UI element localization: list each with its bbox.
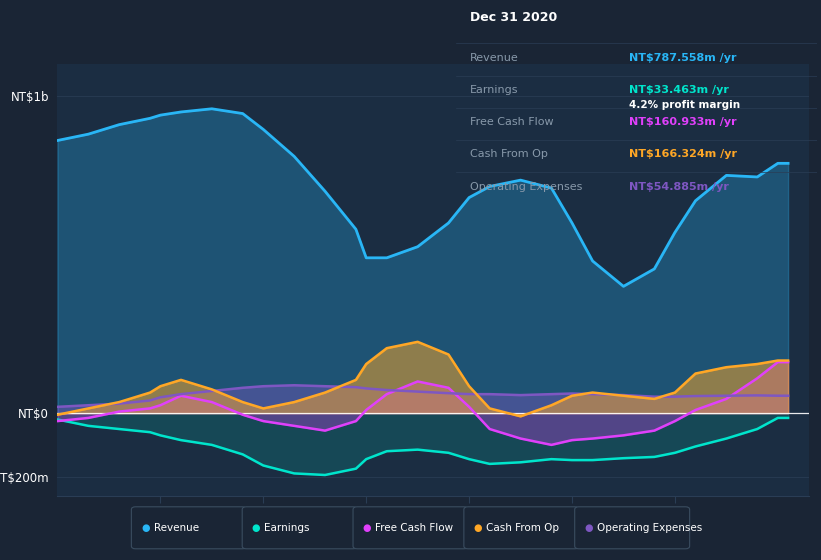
Text: Free Cash Flow: Free Cash Flow — [470, 117, 553, 127]
Text: NT$33.463m /yr: NT$33.463m /yr — [629, 85, 729, 95]
Text: NT$166.324m /yr: NT$166.324m /yr — [629, 150, 737, 160]
Text: Earnings: Earnings — [470, 85, 519, 95]
Text: Operating Expenses: Operating Expenses — [470, 181, 582, 192]
Text: Free Cash Flow: Free Cash Flow — [375, 523, 453, 533]
Text: Operating Expenses: Operating Expenses — [597, 523, 702, 533]
Text: Revenue: Revenue — [154, 523, 199, 533]
Text: ●: ● — [585, 523, 593, 533]
Text: ●: ● — [141, 523, 149, 533]
Text: Cash From Op: Cash From Op — [470, 150, 548, 160]
Text: NT$160.933m /yr: NT$160.933m /yr — [629, 117, 736, 127]
Text: ●: ● — [363, 523, 371, 533]
Text: Revenue: Revenue — [470, 53, 519, 63]
Text: Earnings: Earnings — [264, 523, 310, 533]
Text: ●: ● — [474, 523, 482, 533]
Text: 4.2% profit margin: 4.2% profit margin — [629, 100, 741, 110]
Text: Cash From Op: Cash From Op — [486, 523, 559, 533]
Text: Dec 31 2020: Dec 31 2020 — [470, 11, 557, 25]
Text: NT$54.885m /yr: NT$54.885m /yr — [629, 181, 729, 192]
Text: NT$787.558m /yr: NT$787.558m /yr — [629, 53, 736, 63]
Text: ●: ● — [252, 523, 260, 533]
